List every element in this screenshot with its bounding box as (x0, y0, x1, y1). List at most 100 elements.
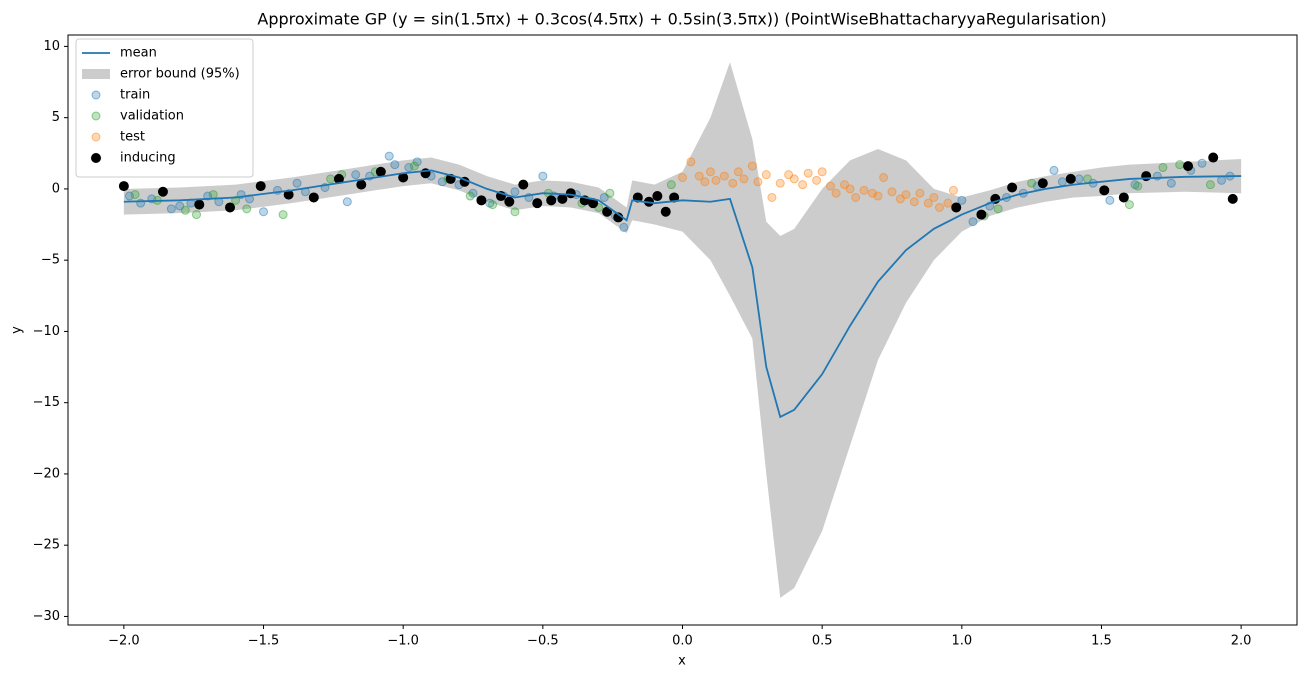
scatter-point (166, 204, 176, 214)
scatter-point (342, 197, 352, 207)
scatter-point (194, 199, 205, 210)
scatter-point (851, 192, 861, 202)
legend-label: test (120, 130, 145, 145)
scatter-point (518, 179, 529, 190)
scatter-point (817, 167, 827, 177)
scatter-point (694, 171, 704, 181)
scatter-point (1227, 193, 1238, 204)
scatter-point (384, 151, 394, 161)
legend-label: mean (120, 46, 157, 61)
error-band (123, 62, 1242, 598)
scatter-point (711, 175, 721, 185)
scatter-point (957, 195, 967, 205)
scatter-point (705, 167, 715, 177)
x-tick-label: −0.5 (527, 634, 559, 649)
scatter-point (803, 168, 813, 178)
scatter-point (1205, 180, 1215, 190)
scatter-point (1049, 165, 1059, 175)
scatter-point (943, 198, 953, 208)
scatter-point (619, 222, 629, 232)
x-tick-label: 2.0 (1231, 634, 1252, 649)
scatter-point (812, 175, 822, 185)
x-tick-label: −1.0 (387, 634, 419, 649)
scatter-point (789, 174, 799, 184)
x-tick-label: 0.0 (672, 634, 693, 649)
scatter-point (1208, 152, 1219, 163)
legend-marker (91, 111, 101, 121)
scatter-point (242, 204, 252, 214)
y-axis-label: y (10, 326, 25, 334)
scatter-point (225, 202, 236, 213)
scatter-point (538, 171, 548, 181)
scatter-point (476, 195, 487, 206)
scatter-point (1105, 195, 1115, 205)
scatter-point (259, 207, 269, 217)
legend-marker (91, 132, 101, 142)
scatter-point (761, 170, 771, 180)
scatter-point (1175, 160, 1185, 170)
scatter-point (375, 166, 386, 177)
scatter-point (968, 217, 978, 227)
scatter-point (180, 205, 190, 215)
scatter-point (652, 191, 663, 202)
scatter-point (351, 170, 361, 180)
y-tick-label: −30 (33, 609, 60, 624)
y-tick-label: 5 (52, 110, 60, 125)
scatter-point (557, 193, 568, 204)
mean-line (123, 169, 1242, 419)
scatter-point (666, 180, 676, 190)
scatter-point (1099, 185, 1110, 196)
scatter-point (739, 174, 749, 184)
scatter-point (532, 198, 543, 209)
scatter-point (278, 210, 288, 220)
legend-band (82, 69, 110, 79)
scatter-point (686, 157, 696, 167)
scatter-point (308, 192, 319, 203)
legend-box (75, 38, 254, 178)
scatter-point (356, 179, 367, 190)
scatter-point (879, 173, 889, 183)
legend-label: inducing (120, 151, 176, 166)
scatter-point (409, 161, 419, 171)
legend-marker (91, 90, 101, 100)
scatter-point (546, 195, 557, 206)
scatter-point (660, 206, 671, 217)
scatter-point (728, 178, 738, 188)
scatter-point (831, 188, 841, 198)
x-tick-label: −2.0 (108, 634, 140, 649)
y-tick-label: 0 (52, 181, 60, 196)
scatter-point (1118, 192, 1129, 203)
scatter-point (733, 167, 743, 177)
x-tick-label: 1.0 (951, 634, 972, 649)
scatter-point (1037, 178, 1048, 189)
scatter-point (747, 161, 757, 171)
legend-label: validation (120, 109, 184, 124)
scatter-point (510, 207, 520, 217)
scatter-point (191, 210, 201, 220)
scatter-point (1074, 174, 1084, 184)
scatter-point (1197, 158, 1207, 168)
scatter-point (1124, 200, 1134, 210)
scatter-point (1158, 163, 1168, 173)
scatter-point (1057, 177, 1067, 187)
scatter-point (753, 177, 763, 187)
scatter-point (130, 190, 140, 200)
scatter-point (326, 174, 336, 184)
scatter-point (1152, 171, 1162, 181)
y-tick-label: −15 (33, 395, 60, 410)
y-tick-label: −5 (41, 253, 60, 268)
scatter-point (951, 202, 962, 213)
scatter-point (993, 204, 1003, 214)
scatter-point (934, 202, 944, 212)
scatter-point (565, 188, 576, 199)
scatter-point (1083, 174, 1093, 184)
scatter-point (208, 190, 218, 200)
legend-marker (91, 153, 101, 163)
scatter-point (390, 160, 400, 170)
legend: mean error bound (95%) train validation test… (75, 38, 254, 178)
scatter-point (465, 191, 475, 201)
scatter-point (292, 178, 302, 188)
legend-label: train (120, 88, 150, 103)
scatter-point (873, 191, 883, 201)
